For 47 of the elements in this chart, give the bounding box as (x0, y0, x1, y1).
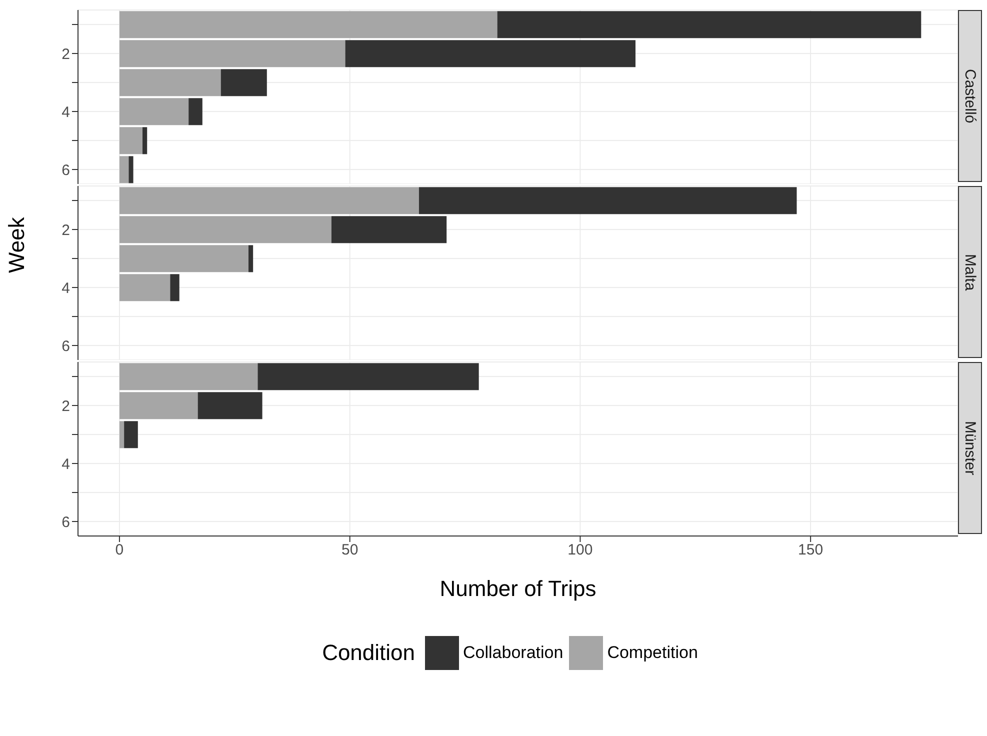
bar (124, 421, 138, 448)
bar (497, 11, 922, 38)
bar (119, 156, 129, 184)
legend-label: Collaboration (463, 643, 564, 663)
bar (119, 245, 248, 272)
bar (248, 245, 254, 272)
bar (119, 363, 258, 390)
x-tick-label: 150 (798, 542, 824, 559)
bar (119, 98, 189, 126)
y-tick-label: 2 (62, 398, 70, 415)
x-axis-title: Number of Trips (440, 576, 596, 601)
bar (119, 127, 143, 154)
bar (188, 98, 202, 126)
bar (119, 392, 198, 420)
text: Münster (962, 420, 978, 476)
y-tick-label: 6 (62, 514, 70, 531)
bar (119, 11, 498, 38)
bar (119, 421, 124, 448)
bar (142, 127, 148, 154)
bar (418, 187, 797, 214)
y-tick-label: 4 (62, 280, 70, 297)
text: Castelló (962, 68, 978, 124)
bar (258, 363, 479, 390)
bar (119, 69, 221, 96)
y-tick-label: 6 (62, 338, 70, 355)
x-tick-label: 0 (115, 542, 124, 559)
y-tick-label: 6 (62, 162, 70, 179)
text: Malta (962, 254, 978, 290)
bar (170, 274, 180, 302)
bar (128, 156, 134, 184)
bar (119, 216, 332, 244)
bar (345, 40, 636, 68)
legend-label: Competition (607, 643, 698, 663)
y-tick-label: 4 (62, 456, 70, 473)
bar (220, 69, 267, 96)
legend-title: Condition (322, 640, 416, 666)
bar (119, 274, 170, 302)
x-tick-label: 100 (568, 542, 593, 559)
y-tick-label: 2 (62, 222, 70, 239)
y-axis-title: Week (4, 216, 29, 273)
y-tick-label: 4 (62, 104, 70, 121)
bar (198, 392, 262, 420)
y-tick-label: 2 (62, 46, 70, 63)
bar (331, 216, 447, 244)
x-tick-label: 50 (341, 542, 358, 559)
bar (119, 40, 346, 68)
bar (119, 187, 419, 214)
